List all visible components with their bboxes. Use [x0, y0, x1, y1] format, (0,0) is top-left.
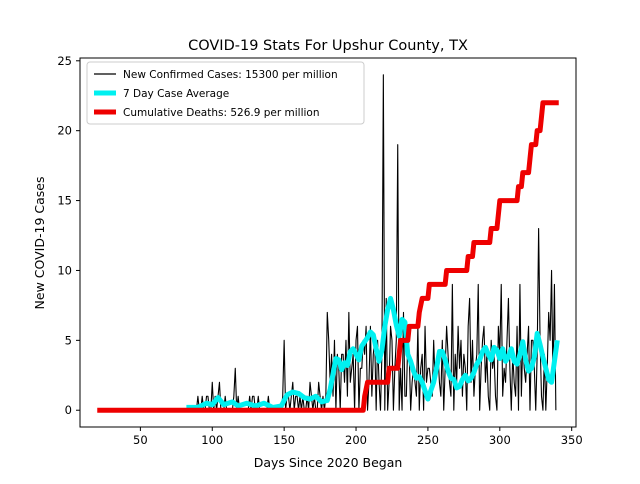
axes: 50 100 150 200 250 300 350 0 5 10 15 20 25: [57, 54, 582, 447]
series-7day-average-line: [186, 295, 560, 410]
y-tick-label: 0: [65, 403, 72, 417]
x-tick-label: 150: [273, 433, 295, 447]
axes-frame: [79, 57, 577, 428]
x-axis-label: Days Since 2020 Began: [254, 455, 403, 470]
y-tick-label: 10: [57, 263, 72, 277]
y-axis-label: New COVID-19 Cases: [32, 177, 47, 310]
chart-title: COVID-19 Stats For Upshur County, TX: [188, 38, 468, 54]
x-tick-label: 300: [489, 433, 511, 447]
y-tick-label: 20: [57, 124, 72, 138]
x-tick-label: 250: [417, 433, 439, 447]
y-tick-label: 5: [65, 333, 72, 347]
y-tick-label: 15: [57, 194, 72, 208]
legend-label-deaths: Cumulative Deaths: 526.9 per million: [123, 107, 320, 119]
legend-label-daily: New Confirmed Cases: 15300 per million: [123, 69, 338, 81]
series-cumulative-deaths-line: [97, 100, 559, 413]
legend-box: [86, 61, 365, 125]
y-tick-label: 25: [57, 54, 72, 68]
x-tick-label: 50: [133, 433, 148, 447]
x-tick-label: 100: [201, 433, 223, 447]
x-tick-label: 350: [561, 433, 583, 447]
legend-label-average: 7 Day Case Average: [123, 88, 229, 100]
series-layer: [97, 74, 560, 413]
x-tick-label: 200: [345, 433, 367, 447]
legend: New Confirmed Cases: 15300 per million 7…: [86, 61, 365, 125]
